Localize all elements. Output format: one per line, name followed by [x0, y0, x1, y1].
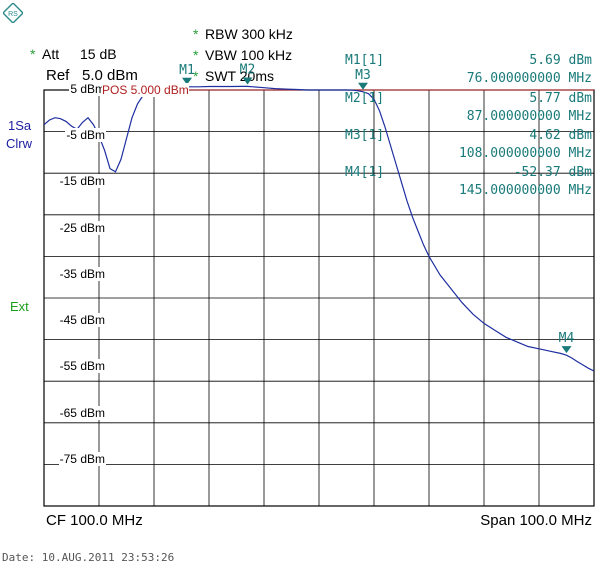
att-value: 15 dB: [80, 46, 117, 62]
ref-line-label: POS 5.000 dBm: [102, 83, 189, 97]
trace-mode-2: Clrw: [6, 136, 32, 151]
marker-table-level-3: 4.62 dBm: [529, 128, 592, 143]
center-frequency: CF 100.0 MHz: [46, 512, 143, 529]
marker-table-name-4: M4[1]: [345, 165, 385, 180]
marker-triangle-icon: [182, 77, 192, 85]
y-tick-label: -5 dBm: [65, 128, 106, 143]
y-tick-label: -65 dBm: [58, 405, 106, 420]
marker-triangle-icon: [358, 82, 368, 90]
y-tick-label: -25 dBm: [58, 220, 106, 235]
marker-label: M1: [179, 63, 195, 78]
marker-triangle-icon: [561, 346, 572, 354]
rbw-star-icon: *: [193, 26, 199, 42]
logo-text: RS: [8, 11, 18, 18]
trace-line: [43, 85, 595, 372]
ref-value: 5.0 dBm: [82, 67, 138, 84]
marker-table-freq-3: 108.000000000 MHz: [458, 146, 592, 161]
y-tick-label: -35 dBm: [58, 266, 106, 281]
marker-table-level-4: -52.37 dBm: [513, 165, 592, 180]
marker-table-name-2: M2[1]: [345, 91, 385, 106]
rbw-setting: RBW 300 kHz: [205, 26, 293, 42]
marker-label: M4: [559, 331, 575, 346]
marker-table-level-1: 5.69 dBm: [529, 53, 592, 68]
swt-star-icon: *: [193, 68, 199, 84]
rohde-schwarz-logo-icon: RS: [3, 3, 23, 23]
marker-table-freq-4: 145.000000000 MHz: [458, 183, 592, 198]
att-star-icon: *: [30, 46, 36, 62]
att-label: Att: [42, 46, 60, 62]
marker-table-level-2: 5.77 dBm: [529, 91, 592, 106]
vbw-setting: VBW 100 kHz: [205, 47, 293, 63]
trace-mode-1: 1Sa: [8, 118, 32, 133]
marker-table-name-1: M1[1]: [345, 53, 385, 68]
marker-table-freq-2: 87.000000000 MHz: [466, 109, 592, 124]
y-tick-label: -45 dBm: [58, 313, 106, 328]
marker-label: M2: [240, 62, 256, 77]
ref-label: Ref: [46, 67, 70, 84]
marker-triangle-icon: [242, 77, 253, 85]
y-tick-label: -75 dBm: [58, 451, 106, 466]
date-stamp: Date: 10.AUG.2011 23:53:26: [2, 551, 175, 564]
vbw-star-icon: *: [193, 47, 199, 63]
y-tick-label: -15 dBm: [58, 174, 106, 189]
ext-indicator: Ext: [10, 299, 29, 314]
span-setting: Span 100.0 MHz: [480, 512, 592, 529]
y-tick-label: 5 dBm: [69, 82, 106, 96]
swt-setting: SWT 20ms: [205, 68, 274, 84]
marker-table-name-3: M3[1]: [345, 128, 385, 143]
y-tick-label: -55 dBm: [58, 359, 106, 374]
marker-label: M3: [355, 68, 371, 83]
marker-table-freq-1: 76.000000000 MHz: [466, 71, 592, 86]
